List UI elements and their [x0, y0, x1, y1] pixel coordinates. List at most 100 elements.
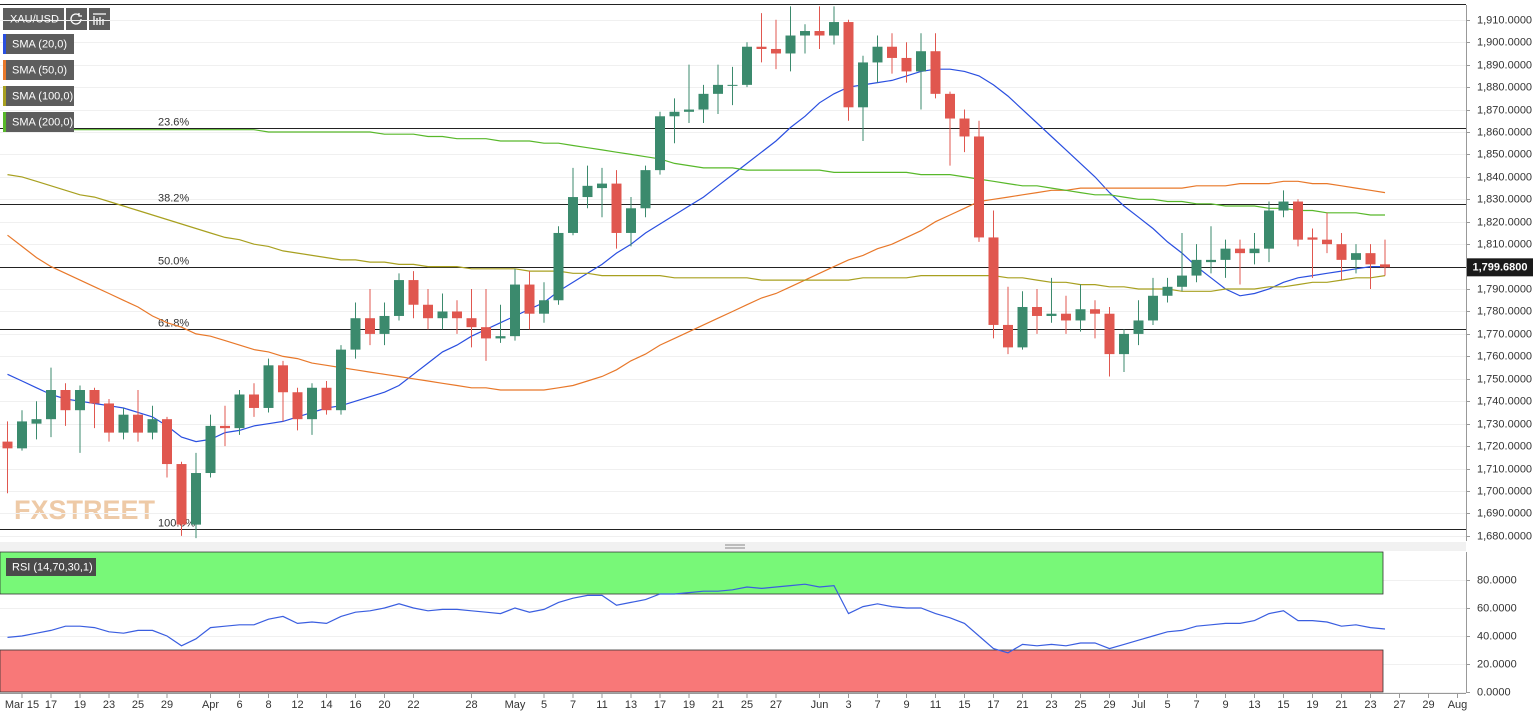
candle-body [829, 22, 839, 36]
legend-box[interactable] [3, 34, 74, 54]
candle-body [756, 46, 767, 49]
y-tick-label: 1,680.0000 [1477, 530, 1532, 542]
x-tick-label: 29 [1422, 699, 1434, 711]
candle-body [1148, 295, 1158, 321]
x-tick-label: 22 [407, 699, 419, 711]
candle-body [2, 441, 13, 449]
candle-body [1365, 253, 1376, 265]
reload-button[interactable] [66, 8, 87, 30]
candle-body [1206, 259, 1216, 263]
x-tick-label: Mar 15 [5, 699, 39, 711]
y-tick-label: 1,900.0000 [1477, 36, 1532, 48]
y-tick-label: 1,750.0000 [1477, 373, 1532, 385]
candle-body [872, 46, 883, 63]
y-tick-label: 60.0000 [1477, 602, 1517, 614]
candle-body [17, 421, 27, 449]
x-tick-label: 9 [1222, 699, 1228, 711]
candle-body [1293, 201, 1303, 240]
candle-body [466, 318, 477, 328]
candle-body [1336, 244, 1347, 260]
candle-body [771, 48, 781, 54]
candle-body [89, 390, 100, 404]
symbol-button[interactable] [3, 8, 64, 30]
fib-label: 23.6% [158, 116, 189, 128]
candle-body [75, 390, 85, 411]
candle-body [263, 365, 274, 408]
candle-body [1061, 313, 1071, 321]
candle-body [1032, 306, 1042, 316]
indicator-box[interactable] [6, 558, 96, 576]
fib-label: 38.2% [158, 192, 189, 204]
y-tick-label: 1,730.0000 [1477, 418, 1532, 430]
candle-body [510, 284, 520, 337]
candle-body [1322, 239, 1332, 245]
candle-body [31, 419, 42, 424]
candle-body [916, 51, 926, 72]
candle-body [394, 280, 404, 316]
legend-label: SMA (20,0) [12, 38, 67, 50]
x-tick-label: 13 [1248, 699, 1260, 711]
legend-box[interactable] [3, 112, 74, 132]
fib-label: 61.8% [158, 317, 189, 329]
x-tick-label: Jul [1131, 699, 1145, 711]
last-price-box [1467, 258, 1533, 277]
candle-body [959, 118, 970, 137]
candle-body [582, 185, 593, 198]
candle-body [495, 336, 506, 339]
candle-body [785, 35, 796, 54]
candle-body [1090, 309, 1100, 314]
candle-body [800, 31, 810, 36]
legend-box[interactable] [3, 86, 74, 106]
x-tick-label: 21 [712, 699, 724, 711]
x-tick-label: 17 [45, 699, 57, 711]
x-tick-label: 23 [1364, 699, 1376, 711]
candle-body [350, 318, 361, 350]
x-tick-label: Aug [1448, 699, 1468, 711]
x-tick-label: 19 [683, 699, 695, 711]
candle-body [1162, 286, 1173, 296]
candle-body [524, 284, 535, 314]
y-tick-label: 1,830.0000 [1477, 193, 1532, 205]
legend-box[interactable] [3, 60, 74, 80]
legend-label: SMA (200,0) [12, 116, 73, 128]
y-tick-label: 1,850.0000 [1477, 148, 1532, 160]
y-tick-label: 1,720.0000 [1477, 440, 1532, 452]
candle-body [568, 197, 578, 233]
y-tick-label: 1,790.0000 [1477, 283, 1532, 295]
candle-body [1017, 306, 1028, 348]
x-tick-label: 5 [1164, 699, 1170, 711]
candle-body [742, 46, 752, 85]
x-tick-label: 19 [74, 699, 86, 711]
sma-line [7, 180, 1386, 391]
x-tick-label: Apr [202, 699, 219, 711]
x-tick-label: 5 [541, 699, 547, 711]
x-tick-label: 15 [1277, 699, 1289, 711]
candle-body [336, 349, 346, 411]
y-tick-label: 0.0000 [1477, 686, 1511, 698]
x-tick-label: 7 [570, 699, 576, 711]
y-tick-label: 1,770.0000 [1477, 328, 1532, 340]
candle-body [437, 311, 448, 319]
candle-body [930, 51, 941, 94]
y-tick-label: 1,700.0000 [1477, 485, 1532, 497]
x-tick-label: 20 [378, 699, 390, 711]
x-tick-label: 9 [903, 699, 909, 711]
candle-body [1075, 309, 1086, 321]
panel-divider[interactable] [0, 542, 1466, 551]
x-tick-label: 19 [1306, 699, 1318, 711]
x-tick-label: 27 [1393, 699, 1405, 711]
reload-icon [70, 13, 82, 25]
candle-body [974, 136, 984, 238]
x-tick-label: 29 [1103, 699, 1115, 711]
x-tick-label: 14 [320, 699, 332, 711]
legend-swatch [3, 86, 6, 106]
candle-body [147, 419, 158, 433]
legend-swatch [3, 112, 6, 132]
candle-body [191, 473, 201, 525]
y-tick-label: 1,840.0000 [1477, 171, 1532, 183]
candle-body [945, 93, 955, 119]
candle-body [1133, 320, 1144, 334]
y-tick-label: 1,870.0000 [1477, 104, 1532, 116]
candle-body [1351, 253, 1361, 260]
